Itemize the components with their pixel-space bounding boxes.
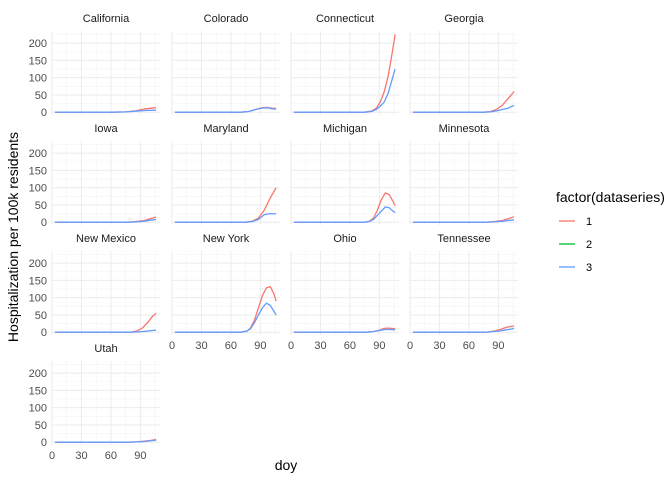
- legend-title: factor(dataseries): [556, 189, 665, 205]
- x-tick-label: 0: [288, 340, 294, 352]
- series-line-3: [293, 68, 396, 113]
- legend-label: 3: [586, 262, 592, 274]
- x-tick-label: 60: [463, 340, 475, 352]
- y-tick-label: 50: [35, 310, 47, 322]
- y-tick-label: 100: [29, 73, 47, 85]
- facet-strip-label: Georgia: [444, 13, 484, 25]
- series-line-3: [412, 327, 515, 333]
- x-tick-label: 60: [105, 450, 117, 462]
- panel-new-york: New York 0 30 60 90: [169, 233, 280, 352]
- panel-michigan: Michigan: [290, 123, 399, 225]
- facet-strip-label: Colorado: [204, 13, 249, 25]
- y-tick-label: 50: [35, 200, 47, 212]
- series-line-3: [54, 218, 157, 223]
- x-tick-label: 60: [344, 340, 356, 352]
- panel-ohio: Ohio 0 30 60 90: [288, 233, 399, 352]
- facet-strip-label: New York: [203, 233, 250, 245]
- y-tick-label: 50: [35, 420, 47, 432]
- series-line-1: [293, 34, 396, 113]
- panel-california: California 0 50 100 150 200: [29, 13, 160, 119]
- panel-minnesota: Minnesota: [409, 123, 518, 225]
- panel-utah: Utah 0 50 100 150 200 0 30 60 90: [29, 343, 160, 462]
- facet-strip-label: Utah: [94, 343, 117, 355]
- y-tick-label: 150: [29, 385, 47, 397]
- series-line-3: [412, 219, 515, 223]
- x-tick-label: 90: [373, 340, 385, 352]
- facet-panels: California 0 50 100 150 200 Colorado Connecticu…: [29, 13, 518, 462]
- x-tick-label: 30: [433, 340, 445, 352]
- series-line-3: [54, 109, 157, 113]
- facet-strip-label: Minnesota: [439, 123, 491, 135]
- x-tick-label: 30: [314, 340, 326, 352]
- x-tick-label: 60: [225, 340, 237, 352]
- y-tick-label: 0: [41, 327, 47, 339]
- panel-new-mexico: New Mexico 0 50 100 150 200: [29, 233, 160, 339]
- x-tick-label: 30: [75, 450, 87, 462]
- legend-entries: 1 2 3: [559, 216, 592, 274]
- panel-maryland: Maryland: [171, 123, 280, 225]
- panel-iowa: Iowa 0 50 100 150 200: [29, 123, 160, 229]
- series-line-3: [174, 302, 277, 333]
- y-tick-label: 150: [29, 165, 47, 177]
- facet-strip-label: Tennessee: [437, 233, 490, 245]
- x-tick-label: 0: [49, 450, 55, 462]
- facet-strip-label: Michigan: [323, 123, 367, 135]
- facet-strip-label: New Mexico: [76, 233, 136, 245]
- y-tick-label: 150: [29, 55, 47, 67]
- legend: factor(dataseries) 1 2 3: [556, 189, 665, 274]
- series-line-1: [54, 312, 157, 333]
- panel-connecticut: Connecticut: [290, 13, 399, 115]
- y-tick-label: 100: [29, 293, 47, 305]
- y-tick-label: 0: [41, 107, 47, 119]
- y-tick-label: 0: [41, 217, 47, 229]
- series-line-3: [412, 104, 515, 113]
- x-tick-label: 90: [492, 340, 504, 352]
- series-line-3: [174, 107, 277, 113]
- series-line-3: [293, 328, 396, 333]
- y-tick-label: 100: [29, 403, 47, 415]
- x-tick-label: 0: [169, 340, 175, 352]
- y-tick-label: 200: [29, 148, 47, 160]
- panel-tennessee: Tennessee 0 30 60 90: [407, 233, 518, 352]
- y-tick-label: 200: [29, 38, 47, 50]
- panel-georgia: Georgia: [409, 13, 518, 115]
- facet-strip-label: Connecticut: [316, 13, 374, 25]
- legend-label: 1: [586, 216, 592, 228]
- x-tick-label: 90: [134, 450, 146, 462]
- x-tick-label: 0: [407, 340, 413, 352]
- series-line-1: [54, 107, 157, 113]
- legend-label: 2: [586, 239, 592, 251]
- facet-strip-label: Ohio: [333, 233, 356, 245]
- x-tick-label: 90: [254, 340, 266, 352]
- y-tick-label: 50: [35, 90, 47, 102]
- series-line-3: [293, 206, 396, 223]
- y-tick-label: 0: [41, 437, 47, 449]
- y-tick-label: 150: [29, 275, 47, 287]
- facet-strip-label: Iowa: [94, 123, 118, 135]
- y-tick-label: 200: [29, 368, 47, 380]
- facet-strip-label: California: [83, 13, 130, 25]
- facet-strip-label: Maryland: [203, 123, 248, 135]
- x-axis-title: doy: [275, 457, 298, 473]
- x-tick-label: 30: [195, 340, 207, 352]
- series-line-3: [54, 329, 157, 333]
- panel-colorado: Colorado: [171, 13, 280, 115]
- series-line-3: [54, 439, 157, 443]
- series-line-3: [174, 212, 277, 223]
- y-tick-label: 100: [29, 183, 47, 195]
- y-axis-title: Hospitalization per 100k residents: [5, 132, 21, 342]
- series-line-1: [293, 192, 396, 223]
- y-tick-label: 200: [29, 258, 47, 270]
